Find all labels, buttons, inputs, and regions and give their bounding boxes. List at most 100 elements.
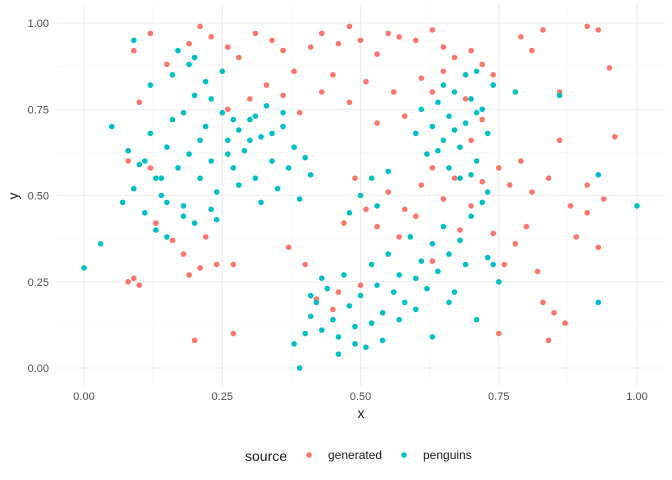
point-generated [136,99,143,106]
point-penguins [451,127,458,133]
y-tick-label: 0.50 [28,191,49,203]
point-generated [136,282,143,289]
x-axis-title: x [358,405,365,421]
point-generated [346,23,353,30]
legend-key-generated [306,452,312,458]
point-generated [479,61,486,68]
point-generated [197,265,203,271]
point-penguins [374,282,380,289]
point-penguins [484,254,491,261]
point-generated [606,65,613,71]
point-penguins [435,147,441,154]
point-penguins [136,161,143,168]
point-generated [440,44,447,50]
point-generated [429,27,436,33]
point-penguins [418,258,425,264]
point-penguins [81,265,87,271]
point-penguins [595,299,602,306]
point-generated [418,182,425,188]
point-penguins [435,99,441,106]
point-penguins [191,54,198,61]
legend-title: source [245,448,287,464]
y-tick-label: 0.00 [28,363,49,375]
point-penguins [490,82,497,88]
point-penguins [263,103,270,109]
point-penguins [241,147,248,154]
point-generated [418,75,425,81]
point-penguins [180,109,187,116]
point-generated [131,275,137,282]
point-penguins [175,47,181,54]
point-penguins [97,241,104,247]
point-generated [468,137,474,144]
point-penguins [479,106,486,113]
point-penguins [291,341,297,347]
point-penguins [307,172,314,178]
point-generated [490,72,497,78]
point-penguins [208,158,214,164]
point-generated [225,44,231,50]
point-generated [401,206,408,213]
point-penguins [446,251,452,257]
point-penguins [440,82,447,88]
x-tick-label: 0.25 [212,391,233,403]
point-penguins [468,96,474,102]
point-generated [341,220,347,226]
point-generated [479,116,486,123]
point-penguins [595,172,602,178]
point-penguins [396,272,403,278]
legend: source generated penguins [245,448,472,464]
point-penguins [197,175,203,181]
point-generated [451,175,458,181]
point-penguins [213,189,220,195]
point-generated [429,258,436,264]
point-penguins [252,113,259,119]
point-penguins [142,210,148,216]
point-penguins [446,165,452,171]
point-generated [153,220,159,226]
point-generated [131,47,137,54]
point-penguins [225,151,231,157]
data-points [81,23,640,371]
point-generated [374,51,380,57]
point-penguins [142,158,148,164]
point-penguins [175,165,181,171]
point-penguins [153,175,159,181]
point-generated [186,40,192,47]
point-generated [374,223,380,230]
point-penguins [158,192,165,199]
y-tick-label: 0.25 [28,277,49,289]
legend-label-generated: generated [328,448,382,462]
point-penguins [363,344,369,351]
point-penguins [125,147,131,154]
x-axis-ticks: 0.00 0.25 0.50 0.75 1.00 [73,391,647,403]
point-penguins [368,261,375,268]
y-tick-label: 1.00 [28,18,49,30]
point-penguins [396,316,403,323]
point-penguins [473,109,480,116]
point-generated [213,261,220,268]
point-generated [169,237,176,244]
point-generated [180,251,187,257]
point-generated [595,244,602,251]
point-generated [385,189,392,195]
point-generated [545,337,552,344]
point-generated [197,23,203,30]
point-generated [451,54,458,61]
point-penguins [269,130,275,137]
point-penguins [457,144,463,150]
point-penguins [147,82,154,88]
point-penguins [180,213,187,219]
point-generated [390,89,397,95]
point-penguins [368,175,375,181]
point-generated [512,241,519,247]
point-generated [357,282,364,289]
point-penguins [230,165,237,171]
point-penguins [335,351,342,358]
point-generated [191,337,198,344]
point-generated [595,27,602,33]
point-generated [363,206,369,213]
point-generated [567,203,574,209]
legend-label-penguins: penguins [423,448,472,462]
point-generated [507,182,513,188]
